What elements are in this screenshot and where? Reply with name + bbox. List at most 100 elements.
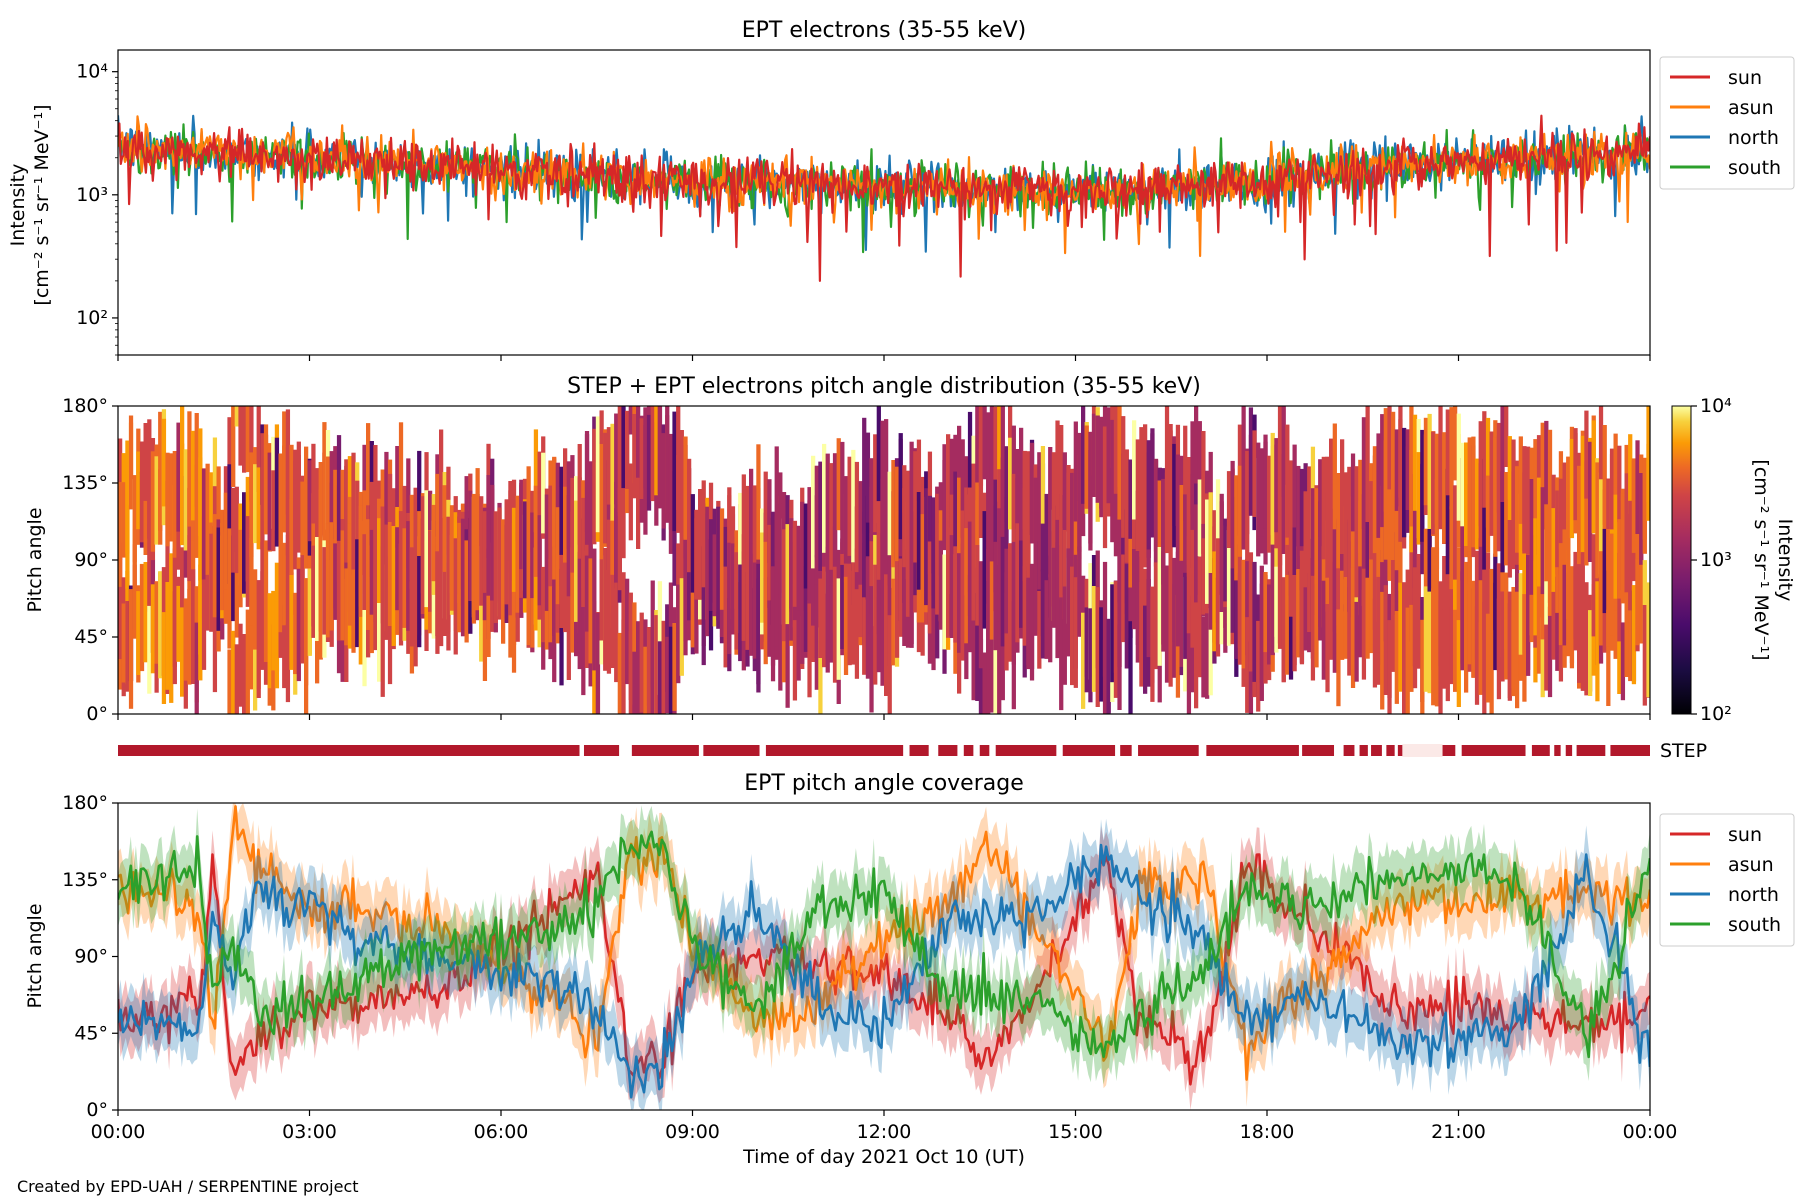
x-tick-label: 12:00 xyxy=(857,1121,912,1143)
pad-cell xyxy=(1288,460,1294,552)
legend-label-north: north xyxy=(1728,884,1779,906)
pad-cell xyxy=(464,540,469,643)
pad-cell xyxy=(1380,591,1385,710)
pad-cell xyxy=(880,588,885,686)
pad-cell xyxy=(191,430,196,521)
pad-cell xyxy=(1507,499,1512,578)
pad-cell xyxy=(643,407,648,489)
pad-cell xyxy=(1234,538,1239,659)
pad-cell xyxy=(1507,591,1512,701)
pad-cell xyxy=(1402,608,1407,714)
pad-cell xyxy=(818,461,823,571)
pad-cell xyxy=(552,546,557,636)
pad-cell xyxy=(325,523,331,638)
pad-cell xyxy=(1504,572,1509,650)
pad-cell xyxy=(318,518,323,632)
pad-cell xyxy=(858,558,863,638)
pad-cell xyxy=(161,612,167,704)
pad-cell xyxy=(1398,406,1403,498)
pad-cell xyxy=(1164,472,1170,554)
coverage-band-south xyxy=(118,805,1650,1085)
pad-cell xyxy=(1070,566,1075,686)
pad-cell xyxy=(1518,573,1523,655)
pad-cell xyxy=(1380,414,1385,528)
pad-cell xyxy=(263,424,269,535)
pad-cell xyxy=(661,620,666,714)
pad-cell xyxy=(785,585,790,708)
pad-cell xyxy=(362,444,367,521)
pad-cell xyxy=(1303,491,1308,588)
pad-cell xyxy=(333,543,338,620)
pad-cell xyxy=(1431,588,1436,706)
pad-cell xyxy=(1102,426,1108,549)
step-gap xyxy=(1381,744,1387,757)
colorbar-tick-label: 10² xyxy=(1700,703,1732,725)
pad-cell xyxy=(887,562,892,666)
pad-cell xyxy=(767,524,772,601)
pad-cell xyxy=(194,464,199,558)
pad-cell xyxy=(1051,452,1057,547)
pad-cell xyxy=(1004,548,1009,634)
pad-cell xyxy=(811,524,816,626)
pad-cell xyxy=(1482,601,1487,714)
pad-cell xyxy=(1485,417,1491,528)
pad-cell xyxy=(1566,498,1571,619)
pad-cell xyxy=(1471,580,1476,678)
pad-cell xyxy=(1091,413,1097,497)
pad-cell xyxy=(920,514,925,623)
pad-cell xyxy=(1113,433,1119,557)
pad-cell xyxy=(931,572,936,671)
pad-cell xyxy=(581,588,586,696)
panel2-y-axis: 0° 45° 90° 135° 180° xyxy=(62,395,118,725)
pad-cell xyxy=(300,555,305,648)
pad-cell xyxy=(610,574,615,668)
pad-cell xyxy=(566,495,571,597)
pad-cell xyxy=(128,589,134,709)
pad-cell xyxy=(1033,477,1038,572)
pad-cell xyxy=(1588,610,1593,696)
pad-cell xyxy=(884,419,889,516)
pad-cell xyxy=(1606,609,1611,706)
pad-cell xyxy=(402,528,407,628)
pad-cell xyxy=(898,433,903,540)
pad-cell xyxy=(1391,560,1396,672)
pad-cell xyxy=(1277,546,1283,644)
pad-cell xyxy=(1442,432,1447,544)
pad-cell xyxy=(595,416,601,533)
pad-cell xyxy=(267,452,272,551)
pad-cell xyxy=(603,432,608,544)
pad-cell xyxy=(442,518,447,636)
pad-cell xyxy=(398,511,404,602)
pad-cell xyxy=(428,530,433,612)
pad-cell xyxy=(1186,621,1192,714)
legend-label-north: north xyxy=(1728,127,1779,149)
pad-cell xyxy=(625,410,630,489)
pad-cell xyxy=(223,492,229,590)
pad-cell xyxy=(665,636,670,714)
pad-cell xyxy=(256,580,261,698)
pad-cell xyxy=(712,534,717,613)
step-gap xyxy=(1402,744,1443,757)
pad-cell xyxy=(792,584,798,701)
pad-cell xyxy=(661,433,666,529)
pad-cell xyxy=(1113,581,1119,698)
pad-cell xyxy=(982,406,987,480)
pad-cell xyxy=(475,527,480,611)
pad-cell xyxy=(194,413,199,507)
pad-cell xyxy=(336,545,342,641)
series-line-sun xyxy=(118,114,1650,282)
pad-cell xyxy=(300,481,305,581)
pad-cell xyxy=(905,470,911,581)
pad-cell xyxy=(121,482,126,558)
pad-cell xyxy=(340,530,345,641)
pad-cell xyxy=(577,551,582,670)
pad-cell xyxy=(1329,438,1334,543)
step-gap xyxy=(1367,744,1372,757)
pad-cell xyxy=(285,534,291,658)
x-tick-label: 15:00 xyxy=(1048,1121,1103,1143)
pad-cell xyxy=(147,523,152,612)
pad-cell xyxy=(701,546,706,666)
pad-cell xyxy=(231,487,236,573)
pad-cell xyxy=(285,446,291,556)
pad-cell xyxy=(289,498,294,575)
